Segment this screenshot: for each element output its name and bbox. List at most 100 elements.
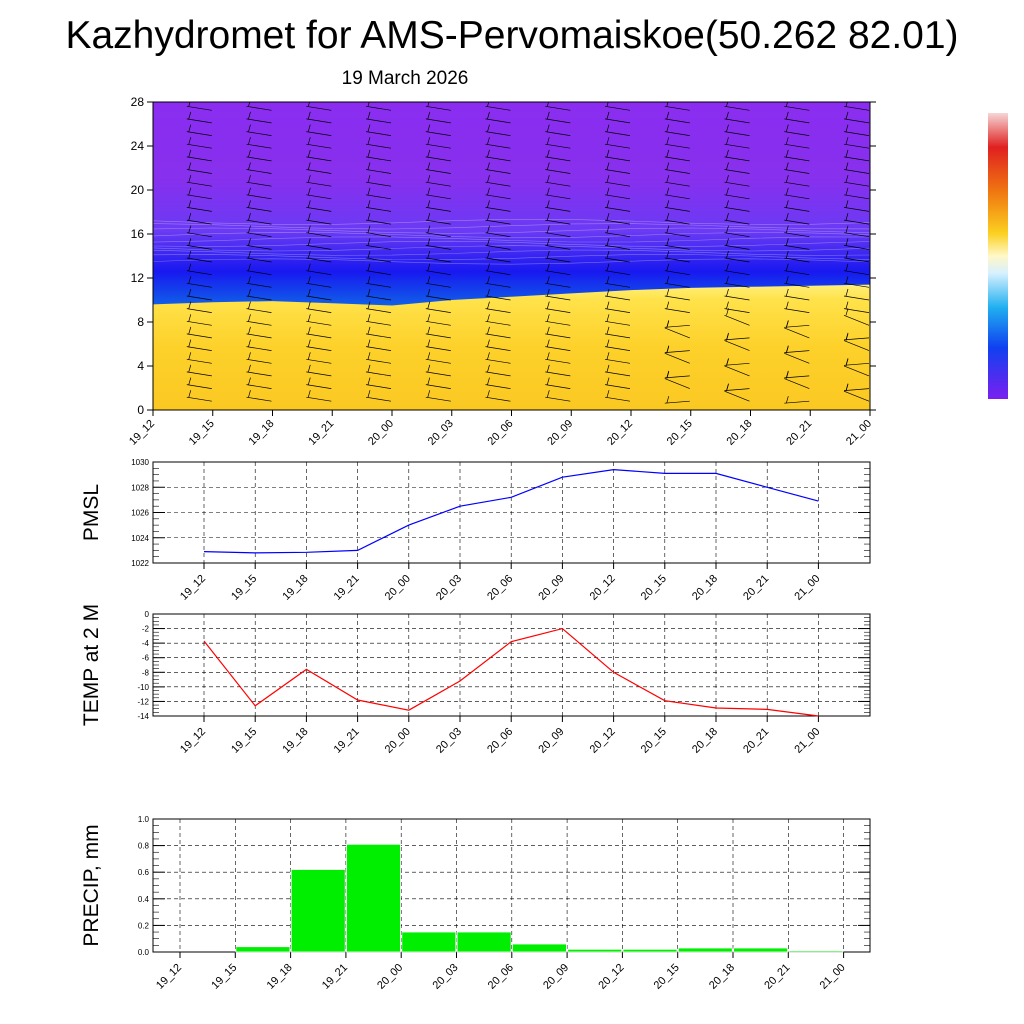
wind-barb <box>365 187 392 200</box>
y-tick-label: -6 <box>142 654 150 663</box>
wind-barb <box>186 301 212 313</box>
wind-barb <box>724 301 750 313</box>
wind-barb <box>246 352 272 364</box>
wind-barb <box>843 162 870 174</box>
wind-barb <box>545 301 571 313</box>
precip-bar <box>346 843 401 953</box>
wind-barb <box>843 301 870 313</box>
page-title: Kazhydromet for AMS-Pervomaiskoe(50.262 … <box>65 14 959 57</box>
wind-barb <box>724 149 750 162</box>
wind-barb <box>724 358 750 366</box>
wind-barb <box>425 276 451 288</box>
x-tick-label: 19_21 <box>306 418 336 448</box>
y-tick-label: 0.4 <box>138 895 150 904</box>
wind-barb <box>186 200 212 212</box>
wind-barb <box>485 238 511 250</box>
wind-barb <box>843 213 870 225</box>
wind-barb <box>843 358 870 366</box>
wind-barb <box>425 390 451 402</box>
wind-barb <box>604 390 631 402</box>
x-tick-label: 20_03 <box>426 418 456 448</box>
x-tick-label: 20_21 <box>762 962 792 992</box>
x-tick-label: 20_03 <box>434 726 464 756</box>
wind-barb <box>365 377 392 389</box>
wind-barb <box>186 250 212 263</box>
wind-barb <box>306 102 332 111</box>
wind-barb <box>246 276 272 288</box>
x-tick-label: 19_18 <box>280 573 310 603</box>
wind-barb <box>246 200 272 212</box>
x-tick-label: 19_12 <box>178 573 208 603</box>
wind-barb <box>365 111 392 124</box>
x-tick-label: 20_15 <box>639 726 669 756</box>
y-tick-label: -2 <box>142 625 150 634</box>
precip-bar <box>290 869 346 953</box>
wind-barb <box>365 124 392 136</box>
wind-barb <box>664 370 690 379</box>
wind-barb <box>724 162 750 174</box>
wind-barb <box>127 213 152 224</box>
wind-barb <box>485 102 511 111</box>
wind-barb <box>246 149 272 162</box>
wind-barb <box>365 288 392 301</box>
wind-barb <box>545 276 571 288</box>
x-tick-label: 19_15 <box>187 418 217 448</box>
y-tick-label: 0 <box>145 610 150 619</box>
wind-barb <box>246 187 272 200</box>
wind-barb <box>186 238 212 250</box>
wind-barb <box>545 250 571 263</box>
wind-barb <box>306 301 332 313</box>
temp-axis-label: TEMP at 2 M <box>80 604 103 726</box>
y-tick-label: 1024 <box>131 534 149 543</box>
x-tick-label: 19_12 <box>127 418 157 448</box>
wind-barb <box>724 187 750 200</box>
wind-barb <box>604 124 631 136</box>
x-tick-label: 19_18 <box>280 726 310 756</box>
wind-barb <box>664 263 690 276</box>
wind-barb <box>246 377 272 389</box>
x-tick-label: 19_12 <box>178 726 208 756</box>
x-tick-label: 20_21 <box>741 726 771 756</box>
wind-barb <box>246 175 272 187</box>
wind-barb <box>604 339 631 351</box>
wind-barb <box>784 288 810 301</box>
wind-barb <box>306 377 332 389</box>
wind-barb <box>784 187 810 200</box>
wind-barb <box>604 238 631 250</box>
wind-barb <box>784 263 810 276</box>
wind-barb <box>306 263 332 276</box>
x-tick-label: 20_09 <box>536 573 566 603</box>
y-tick-label: 4 <box>137 359 144 373</box>
wind-barb <box>724 124 750 136</box>
x-tick-label: 20_09 <box>541 962 571 992</box>
wind-barb <box>604 149 631 162</box>
temp-line <box>203 627 819 717</box>
wind-barb <box>425 238 451 250</box>
wind-barb <box>425 314 451 326</box>
wind-barb <box>664 396 690 404</box>
wind-barb <box>186 326 212 339</box>
precip-axis-label: PRECIP, mm <box>80 824 103 946</box>
contour-line <box>153 249 870 256</box>
x-tick-label: 20_06 <box>486 418 516 448</box>
wind-barb <box>724 276 750 288</box>
wind-barb <box>306 276 332 288</box>
x-tick-label: 20_00 <box>366 418 396 448</box>
y-tick-label: 16 <box>131 227 145 241</box>
x-tick-label: 20_12 <box>588 573 618 603</box>
x-tick-label: 20_18 <box>725 418 755 448</box>
wind-barb <box>365 301 392 313</box>
wind-barb <box>306 364 332 377</box>
wind-barb <box>604 364 631 377</box>
wind-barb <box>306 352 332 364</box>
x-tick-label: 20_12 <box>596 962 626 992</box>
wind-barb <box>545 200 571 212</box>
wind-barb <box>186 102 212 111</box>
x-tick-label: 20_18 <box>690 573 720 603</box>
wind-barb <box>306 200 332 212</box>
wind-barb <box>604 225 631 238</box>
wind-barb <box>545 137 571 149</box>
wind-barb <box>365 200 392 212</box>
wind-barb <box>246 339 272 351</box>
